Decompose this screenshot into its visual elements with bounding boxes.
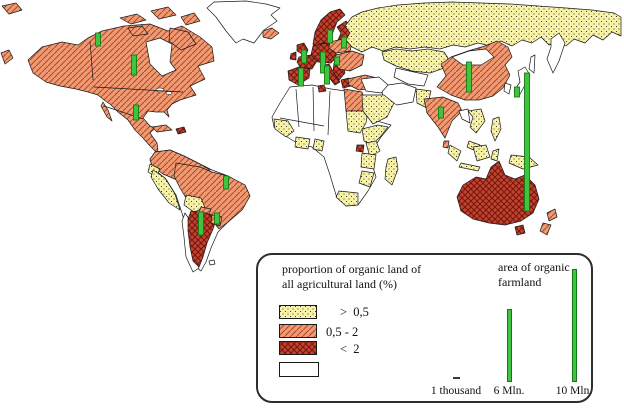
legend-class-title-line1: proportion of organic land of	[282, 262, 422, 276]
organic-area-bar-brazil	[223, 175, 229, 190]
legend-bar-title-line2: farmland	[498, 274, 542, 289]
region-philippines	[490, 116, 502, 142]
region-new-guinea	[508, 154, 539, 170]
organic-area-bar-australia	[524, 72, 530, 212]
legend-label-mid: 0,5 - 2	[326, 325, 359, 339]
region-cameroon	[312, 138, 325, 152]
region-greenland	[206, 0, 281, 44]
legend-class-title: proportion of organic land of all agricu…	[282, 262, 492, 291]
region-ghana	[294, 136, 311, 150]
region-china	[436, 40, 513, 101]
legend-scale-bar	[572, 269, 577, 382]
region-peru	[150, 169, 181, 211]
legend-scale-label: 6 Mln.	[493, 385, 525, 397]
canada-us-border	[93, 86, 184, 93]
region-kamchatka	[546, 32, 566, 74]
region-iceland	[262, 27, 280, 40]
organic-area-bar-japan	[514, 86, 520, 98]
region-russia	[344, 1, 622, 53]
region-thailand-vietnam	[467, 108, 486, 134]
legend-label-high: < 2	[340, 342, 360, 356]
region-baja-california	[100, 101, 113, 122]
organic-area-bar-spain	[298, 67, 304, 87]
region-kenya	[365, 140, 381, 158]
region-korea	[503, 82, 512, 95]
legend-box: proportion of organic land of all agricu…	[256, 253, 593, 403]
legend-scale-bar	[507, 309, 512, 382]
legend-swatch-high	[279, 341, 317, 355]
region-myanmar	[458, 108, 471, 124]
great-lake-2	[165, 91, 173, 95]
region-ireland	[289, 51, 297, 61]
organic-area-bar-argentina	[198, 211, 204, 236]
region-uganda	[355, 144, 365, 153]
region-sri-lanka	[442, 140, 450, 149]
legend-label-low: > 0,5	[340, 305, 369, 319]
region-middle-east	[360, 76, 389, 94]
alaska-canada-border	[89, 40, 94, 81]
region-madagascar	[384, 156, 399, 186]
region-bolivia	[183, 194, 206, 213]
region-tanzania	[360, 152, 377, 170]
region-mozambique	[358, 170, 375, 188]
organic-area-bar-usa	[131, 54, 137, 76]
region-west-africa	[273, 118, 295, 138]
organic-area-bar-mexico	[133, 104, 139, 121]
region-chukotka	[0, 2, 23, 65]
organic-area-bar-austria	[334, 56, 340, 66]
organic-area-bar-uruguay	[214, 212, 220, 225]
region-hispaniola	[175, 126, 187, 135]
region-indonesia	[447, 144, 500, 172]
legend-swatch-low	[279, 305, 317, 319]
region-arctic-islands	[119, 6, 201, 51]
organic-area-bar-india	[438, 106, 444, 119]
legend-swatch-mid	[279, 324, 317, 338]
legend-scale-bar	[453, 377, 460, 379]
legend-bar-title: area of organic farmland	[498, 260, 608, 289]
region-sakhalin	[528, 54, 536, 74]
organic-area-bar-china	[466, 61, 472, 93]
legend-scale-label: 10 Mln.	[555, 385, 593, 397]
bars-layer	[95, 29, 530, 236]
legend-swatch-none	[279, 362, 319, 377]
organic-area-bar-canada	[95, 32, 101, 47]
region-falkland-islands	[208, 259, 216, 266]
region-saudi-arabia	[361, 94, 395, 125]
hudson-bay	[145, 37, 177, 77]
region-new-zealand	[539, 208, 558, 236]
legend-scale-label: 1 thousand	[430, 385, 482, 397]
region-cuba	[151, 124, 173, 133]
organic-area-bar-sweden	[327, 29, 333, 44]
legend-bar-title-line1: area of organic	[498, 260, 570, 274]
sahara-borders	[279, 86, 331, 136]
region-central-asia	[393, 67, 429, 87]
region-brazil	[173, 162, 251, 230]
region-tunisia	[317, 84, 327, 93]
organic-area-bar-italy	[324, 65, 330, 85]
organic-area-bar-germany	[320, 51, 326, 74]
organic-area-bar-uk	[301, 49, 307, 64]
region-tasmania	[514, 224, 526, 236]
region-south-africa	[335, 190, 359, 207]
region-kazakhstan	[381, 48, 449, 74]
region-australia	[456, 160, 540, 226]
region-mongolia	[451, 48, 495, 66]
great-lake-1	[155, 87, 165, 93]
legend-class-title-line2: all agricultural land (%)	[282, 276, 397, 291]
organic-area-bar-finland	[341, 36, 347, 49]
region-ethiopia	[361, 124, 389, 146]
